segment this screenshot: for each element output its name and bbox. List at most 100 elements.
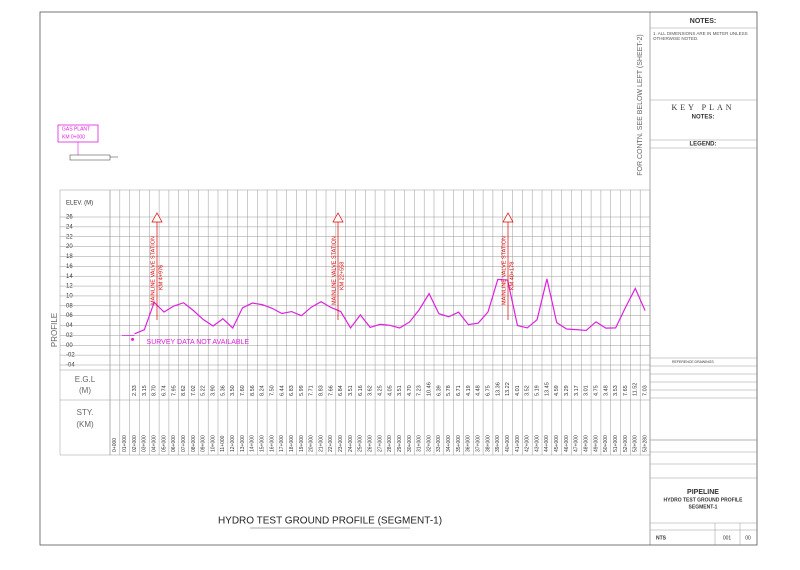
egl-value: 3.62 bbox=[368, 385, 374, 396]
reference-drawings: REFERENCE DRAWINGS bbox=[672, 360, 714, 364]
station-label: 01+000 bbox=[122, 435, 128, 452]
egl-value: 3.50 bbox=[230, 385, 236, 396]
egl-value: 3.15 bbox=[142, 385, 148, 396]
sheet-no: 001 bbox=[723, 535, 732, 541]
station-label: 50+000 bbox=[603, 435, 609, 452]
station-label: 0+000 bbox=[112, 438, 118, 452]
station-label: 05+000 bbox=[161, 435, 167, 452]
station-label: 49+000 bbox=[593, 435, 599, 452]
valve-label: MAINLINE VALVE STATION bbox=[150, 236, 156, 305]
station-label: 38+000 bbox=[485, 435, 491, 452]
egl-value: 11.52 bbox=[633, 383, 639, 396]
y-tick-label: 10 bbox=[66, 294, 73, 300]
egl-value: 5.22 bbox=[201, 385, 207, 396]
valve-km: KM 22+558 bbox=[339, 262, 345, 290]
egl-value: 13.36 bbox=[495, 382, 501, 396]
notes-title-2: NOTES: bbox=[692, 115, 715, 121]
station-label: 32+000 bbox=[426, 435, 432, 452]
station-label: 20+000 bbox=[309, 435, 315, 452]
profile-line bbox=[134, 278, 646, 335]
egl-value: 13.22 bbox=[505, 382, 511, 396]
egl-value: 6.39 bbox=[436, 385, 442, 396]
station-label: 16+000 bbox=[269, 435, 275, 452]
station-label: 36+000 bbox=[466, 435, 472, 452]
egl-value: 4.70 bbox=[407, 385, 413, 396]
egl-value: 3.17 bbox=[574, 385, 580, 396]
station-label: 43+000 bbox=[534, 435, 540, 452]
egl-value: 7.23 bbox=[417, 385, 423, 396]
y-tick-label: -02 bbox=[66, 353, 75, 359]
station-label: 14+000 bbox=[250, 435, 256, 452]
y-tick-label: -04 bbox=[66, 363, 75, 369]
gas-plant-symbol bbox=[69, 154, 111, 161]
egl-value: 13.45 bbox=[544, 382, 550, 396]
egl-value: 7.50 bbox=[269, 385, 275, 396]
station-label: 30+000 bbox=[407, 435, 413, 452]
station-label: 51+000 bbox=[613, 435, 619, 452]
egl-value: 7.02 bbox=[191, 385, 197, 396]
station-label: 45+000 bbox=[554, 435, 560, 452]
station-label: 21+000 bbox=[318, 435, 324, 452]
y-tick-label: 04 bbox=[66, 323, 73, 329]
y-tick-label: 14 bbox=[66, 274, 73, 280]
egl-value: 4.05 bbox=[387, 385, 393, 396]
station-label: 08+000 bbox=[191, 435, 197, 452]
station-label: 04+000 bbox=[152, 435, 158, 452]
y-tick-label: 00 bbox=[66, 343, 73, 349]
station-label: 48+000 bbox=[584, 435, 590, 452]
station-label: 44+000 bbox=[544, 435, 550, 452]
station-label: 37+000 bbox=[476, 435, 482, 452]
egl-value: 7.66 bbox=[328, 385, 334, 396]
y-tick-label: 02 bbox=[66, 333, 73, 339]
station-label: 24+000 bbox=[348, 435, 354, 452]
egl-value: 6.16 bbox=[358, 385, 364, 396]
station-label: 53+280 bbox=[642, 435, 648, 452]
drawing-title: HYDRO TEST GROUND PROFILE bbox=[664, 497, 744, 503]
egl-value: 3.29 bbox=[564, 385, 570, 396]
egl-value: 3.53 bbox=[613, 385, 619, 396]
station-label: 03+000 bbox=[142, 435, 148, 452]
station-label: 26+000 bbox=[368, 435, 374, 452]
egl-value: 8.83 bbox=[319, 385, 325, 396]
egl-value: 8.56 bbox=[250, 385, 256, 396]
station-label: 13+000 bbox=[240, 435, 246, 452]
y-tick-label: 26 bbox=[66, 215, 73, 221]
continuation-note: FOR CONTN. SEE BELOW LEFT (SHEET-2) bbox=[637, 34, 644, 175]
egl-value: 8.70 bbox=[152, 385, 158, 396]
gas-plant: GAS PLANT bbox=[62, 126, 90, 132]
y-tick-label: 12 bbox=[66, 284, 73, 290]
egl-value: 3.52 bbox=[525, 385, 531, 396]
station-label: 39+000 bbox=[495, 435, 501, 452]
scale: NTS bbox=[656, 535, 667, 541]
egl-value: 6.75 bbox=[485, 385, 491, 396]
station-label: 22+000 bbox=[328, 435, 334, 452]
egl-value: 6.74 bbox=[161, 385, 167, 396]
egl-value: 7.65 bbox=[623, 385, 629, 396]
station-label: 52+000 bbox=[623, 435, 629, 452]
y-tick-label: 22 bbox=[66, 234, 73, 240]
station-label: 11+000 bbox=[220, 435, 226, 452]
legend-title: LEGEND: bbox=[690, 142, 717, 148]
gap-note: SURVEY DATA NOT AVAILABLE bbox=[147, 339, 250, 346]
station-label: 07+000 bbox=[181, 435, 187, 452]
egl-value: 6.84 bbox=[338, 385, 344, 396]
key-plan: KEY PLAN bbox=[671, 103, 734, 112]
egl-value: 6.83 bbox=[289, 385, 295, 396]
egl-value: 4.75 bbox=[593, 385, 599, 396]
sheet-border bbox=[39, 11, 758, 546]
station-label: 17+000 bbox=[279, 435, 285, 452]
egl-value: 3.48 bbox=[603, 385, 609, 396]
station-label: 23+000 bbox=[338, 435, 344, 452]
station-label: 09+000 bbox=[201, 435, 207, 452]
station-label: 29+000 bbox=[397, 435, 403, 452]
revision: 00 bbox=[745, 535, 751, 541]
valve-km: KM 4+976 bbox=[158, 265, 164, 290]
egl-value: 4.48 bbox=[476, 385, 482, 396]
title-block-lines bbox=[650, 27, 757, 545]
valve-symbol bbox=[151, 212, 163, 223]
y-tick-label: 06 bbox=[66, 313, 73, 319]
station-label: 46+000 bbox=[564, 435, 570, 452]
station-label: 41+000 bbox=[515, 435, 521, 452]
note-text: 1. ALL DIMENSIONS ARE IN METER UNLESS OT… bbox=[653, 31, 748, 41]
